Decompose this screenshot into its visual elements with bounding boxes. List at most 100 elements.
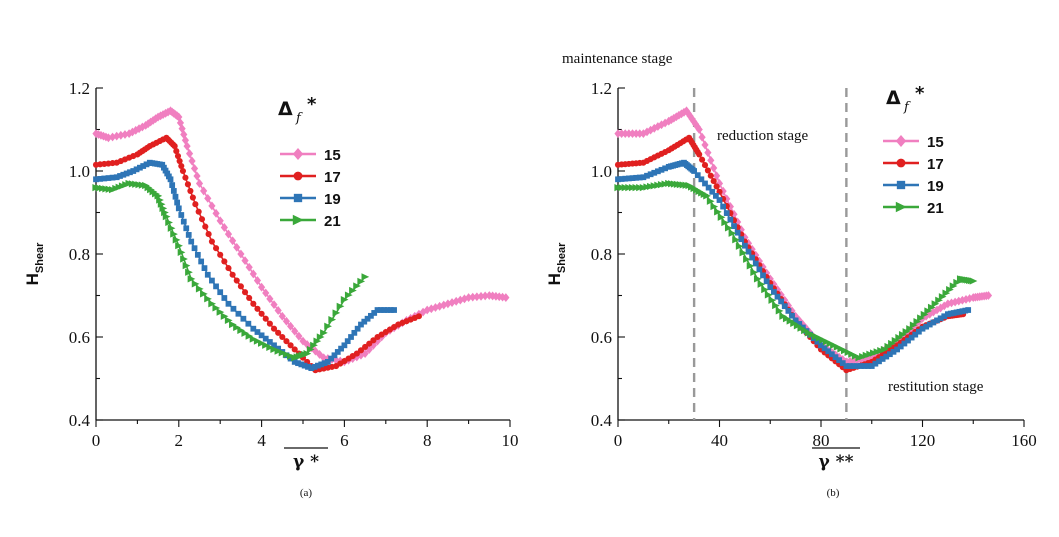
- data-point-19: [348, 334, 354, 340]
- data-point-19: [691, 168, 698, 174]
- data-point-15: [713, 171, 721, 181]
- data-point-19: [731, 223, 737, 230]
- data-point-17: [415, 313, 422, 320]
- legend-swatch-marker: [896, 180, 906, 190]
- data-point-17: [178, 162, 185, 170]
- data-point-15: [237, 249, 245, 259]
- x-axis-label-text-b: γ **: [819, 452, 854, 472]
- x-tick-label-a: 0: [92, 431, 101, 450]
- data-point-17: [283, 338, 290, 345]
- legend-a: Δ f * 15 17 19 21: [278, 94, 341, 230]
- data-point-19: [814, 338, 821, 345]
- data-point-15: [274, 306, 282, 315]
- legend-swatch-marker: [895, 201, 907, 213]
- data-point-15: [444, 299, 452, 309]
- data-point-15: [670, 113, 678, 123]
- data-point-21: [706, 197, 715, 205]
- data-point-17: [258, 310, 265, 317]
- data-point-15: [654, 122, 662, 131]
- data-point-19: [953, 309, 960, 316]
- data-point-21: [270, 345, 279, 354]
- data-point-21: [306, 345, 315, 354]
- data-point-15: [324, 354, 332, 363]
- data-point-19: [295, 360, 301, 367]
- data-point-15: [361, 349, 369, 358]
- data-point-19: [178, 212, 185, 218]
- y-tick-label-b: 1.2: [591, 79, 612, 98]
- data-point-19: [209, 277, 215, 284]
- data-point-19: [185, 232, 192, 238]
- data-point-15: [183, 141, 191, 151]
- data-point-19: [201, 265, 208, 271]
- data-point-19: [919, 325, 926, 332]
- data-point-19: [267, 339, 273, 345]
- data-point-19: [354, 325, 361, 332]
- data-point-15: [212, 208, 220, 218]
- data-point-21: [757, 280, 766, 288]
- data-point-21: [746, 262, 755, 270]
- data-point-19: [651, 169, 658, 176]
- data-point-15: [448, 298, 456, 307]
- data-point-17: [362, 343, 369, 351]
- data-point-17: [179, 167, 186, 175]
- data-point-19: [101, 175, 108, 182]
- data-point-19: [198, 258, 205, 265]
- data-point-19: [625, 175, 632, 182]
- data-point-21: [324, 322, 332, 330]
- data-point-17: [713, 183, 720, 190]
- data-point-19: [879, 356, 886, 362]
- data-point-21: [357, 277, 366, 285]
- data-point-19: [180, 218, 187, 225]
- data-point-19: [217, 289, 224, 296]
- data-point-19: [311, 364, 318, 370]
- data-point-19: [143, 161, 150, 168]
- legend-item-21: 21: [280, 213, 341, 230]
- data-point-15: [675, 110, 683, 120]
- x-tick-label-b: 0: [614, 431, 623, 450]
- data-point-15: [628, 129, 637, 139]
- data-point-21: [909, 321, 918, 329]
- data-point-15: [966, 294, 974, 303]
- data-point-19: [130, 168, 137, 174]
- data-point-17: [699, 156, 706, 163]
- legend-title-sub-b: f: [903, 100, 911, 115]
- data-point-19: [876, 358, 882, 365]
- data-point-19: [947, 310, 954, 317]
- data-point-19: [331, 352, 338, 359]
- data-point-15: [481, 291, 489, 301]
- legend-b: Δ f * 15 17 19 21: [883, 83, 944, 217]
- data-point-15: [241, 256, 249, 266]
- data-point-15: [770, 279, 778, 289]
- data-point-21: [249, 335, 258, 343]
- data-point-19: [944, 311, 951, 318]
- data-point-15: [152, 114, 160, 124]
- data-point-21: [735, 242, 744, 250]
- data-point-21: [714, 208, 722, 216]
- data-point-21: [182, 262, 191, 270]
- data-point-15: [868, 353, 876, 363]
- legend-label: 21: [324, 213, 341, 230]
- legend-label: 15: [927, 134, 944, 151]
- data-point-17: [173, 148, 180, 155]
- data-point-17: [262, 315, 269, 322]
- x-tick-label-a: 4: [257, 431, 266, 450]
- data-point-17: [213, 245, 220, 252]
- data-point-21: [208, 300, 217, 308]
- data-point-19: [785, 308, 792, 314]
- data-point-21: [768, 296, 777, 304]
- data-point-19: [738, 236, 745, 243]
- data-point-19: [868, 363, 875, 369]
- data-point-21: [750, 268, 759, 276]
- x-tick-label-a: 6: [340, 431, 349, 450]
- data-point-21: [920, 310, 929, 319]
- data-point-21: [969, 277, 978, 285]
- legend-label: 19: [927, 178, 944, 195]
- data-point-17: [176, 157, 183, 165]
- data-point-15: [104, 133, 113, 143]
- data-point-19: [109, 174, 116, 181]
- data-point-15: [850, 356, 858, 366]
- data-point-15: [229, 236, 237, 246]
- data-point-19: [191, 245, 198, 252]
- data-point-17: [357, 347, 365, 354]
